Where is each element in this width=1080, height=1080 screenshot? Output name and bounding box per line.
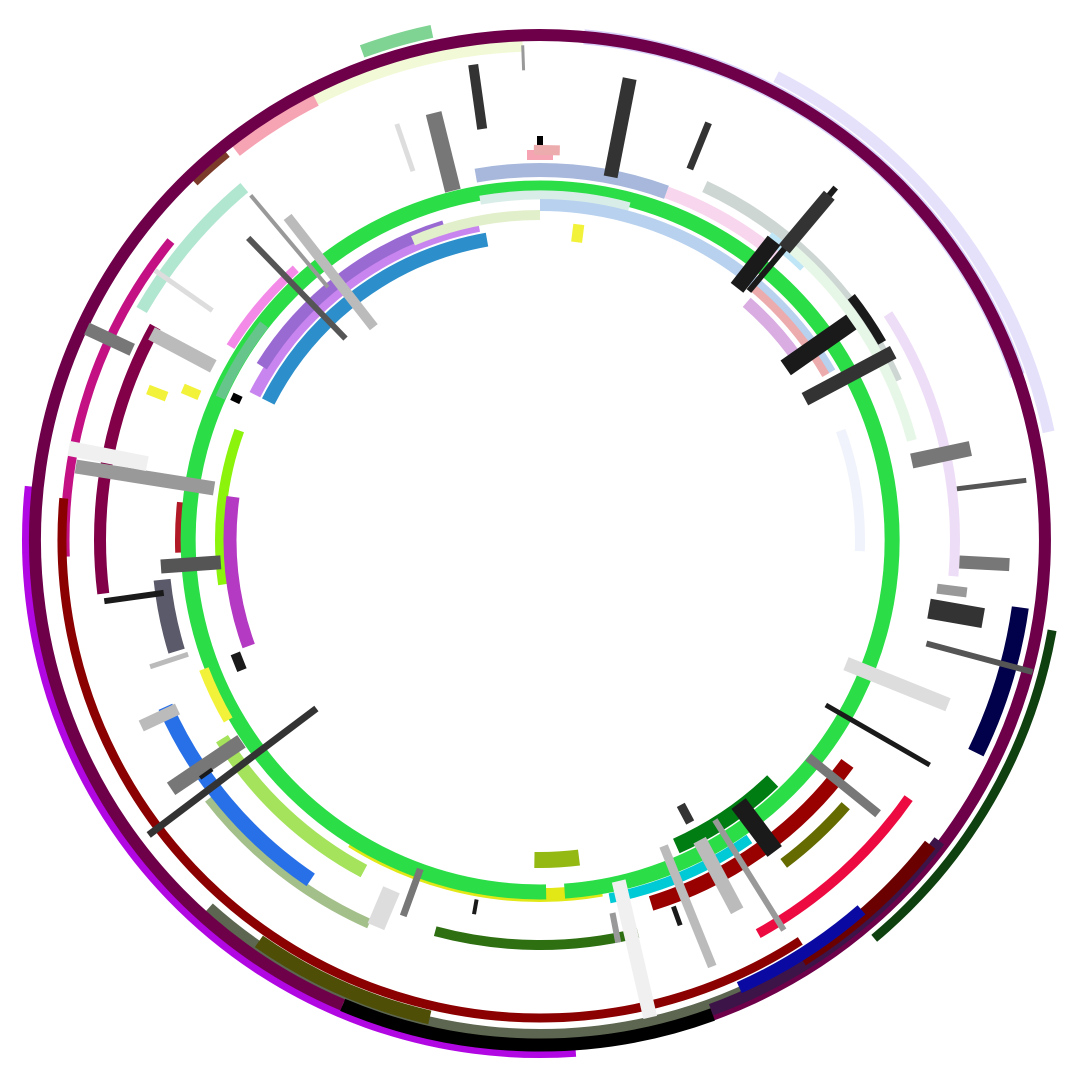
- radial-tick: [160, 555, 222, 574]
- radial-tick: [730, 235, 781, 293]
- radial-tick: [843, 657, 951, 712]
- radial-tick: [180, 383, 202, 401]
- middle-arc: [411, 209, 541, 246]
- radial-tick: [246, 235, 348, 341]
- outer-arc: [136, 183, 249, 314]
- radial-tick: [230, 651, 247, 672]
- outer-arc: [968, 606, 1029, 757]
- radial-tick: [521, 45, 526, 71]
- middle-arc: [474, 163, 669, 199]
- radial-tick: [148, 327, 217, 373]
- outer-arc: [736, 905, 866, 994]
- radial-tick: [138, 703, 181, 732]
- outer-arc: [340, 998, 715, 1052]
- middle-arc: [883, 311, 960, 577]
- outer-arc: [174, 501, 187, 553]
- radial-tick: [609, 912, 622, 944]
- middle-arc: [433, 926, 640, 950]
- radial-tick: [910, 441, 972, 469]
- radial-tick: [198, 767, 214, 780]
- radial-tick: [693, 836, 744, 915]
- outer-arc: [289, 38, 523, 117]
- middle-arc: [215, 321, 269, 400]
- radial-tick: [67, 441, 149, 472]
- middle-arc: [216, 734, 368, 878]
- radial-tick: [731, 798, 782, 857]
- radial-tick: [925, 640, 1034, 675]
- radial-tick: [146, 705, 319, 838]
- radial-tick: [824, 702, 931, 768]
- radial-tick: [778, 190, 835, 254]
- radial-tick: [283, 213, 378, 331]
- middle-arc: [847, 294, 886, 345]
- outer-arc: [871, 629, 1057, 942]
- radial-tick: [936, 583, 968, 598]
- outer-arc: [773, 71, 1055, 434]
- radial-tick: [468, 64, 488, 130]
- middle-arc: [261, 232, 489, 405]
- radial-tick: [166, 735, 246, 796]
- middle-arc: [836, 428, 865, 552]
- middle-arc: [205, 795, 372, 929]
- radial-tick: [956, 477, 1027, 492]
- radial-tick: [659, 844, 717, 969]
- outer-arc: [21, 485, 577, 1059]
- middle-arc: [226, 265, 299, 349]
- middle-arc: [749, 284, 830, 378]
- radial-tick: [472, 899, 479, 915]
- radial-tick: [249, 194, 330, 289]
- radial-tick: [712, 818, 787, 932]
- radial-tick: [780, 314, 857, 376]
- radial-tick: [153, 268, 214, 313]
- radial-tick: [230, 392, 243, 405]
- radial-tick: [676, 802, 695, 825]
- radial-tick: [399, 867, 424, 918]
- radial-tick: [103, 589, 165, 605]
- radial-tick: [805, 753, 881, 818]
- radial-tick: [671, 905, 683, 927]
- radial-tick: [603, 77, 637, 179]
- middle-arc: [158, 703, 315, 887]
- radial-tick: [425, 111, 461, 193]
- outer-arc: [359, 25, 434, 58]
- outer-arc: [254, 935, 432, 1025]
- outer-arc: [57, 497, 803, 1023]
- middle-arc: [780, 802, 850, 868]
- middle-arc: [215, 428, 244, 586]
- radial-tick: [146, 384, 169, 402]
- middle-arc: [249, 220, 481, 398]
- middle-arc: [223, 495, 255, 649]
- radial-tick: [801, 346, 897, 406]
- middle-arc: [479, 190, 631, 212]
- radial-tick: [959, 555, 1010, 572]
- middle-arc: [199, 667, 233, 723]
- radial-tick: [74, 459, 216, 496]
- radial-tick: [149, 651, 189, 670]
- middle-arc: [672, 775, 779, 854]
- radial-tick: [927, 598, 985, 628]
- outer-arc: [230, 92, 319, 156]
- middle-arc: [784, 241, 917, 442]
- radial-tick: [367, 886, 400, 931]
- middle-arc: [534, 849, 580, 869]
- radial-tick: [84, 322, 135, 356]
- middle-arc: [180, 180, 900, 900]
- outer-arc: [153, 578, 185, 654]
- radial-tick: [394, 123, 416, 173]
- radial-tick: [571, 223, 585, 243]
- radial-tick: [686, 121, 712, 171]
- radial-tick: [611, 879, 658, 1019]
- middle-arc: [539, 199, 836, 376]
